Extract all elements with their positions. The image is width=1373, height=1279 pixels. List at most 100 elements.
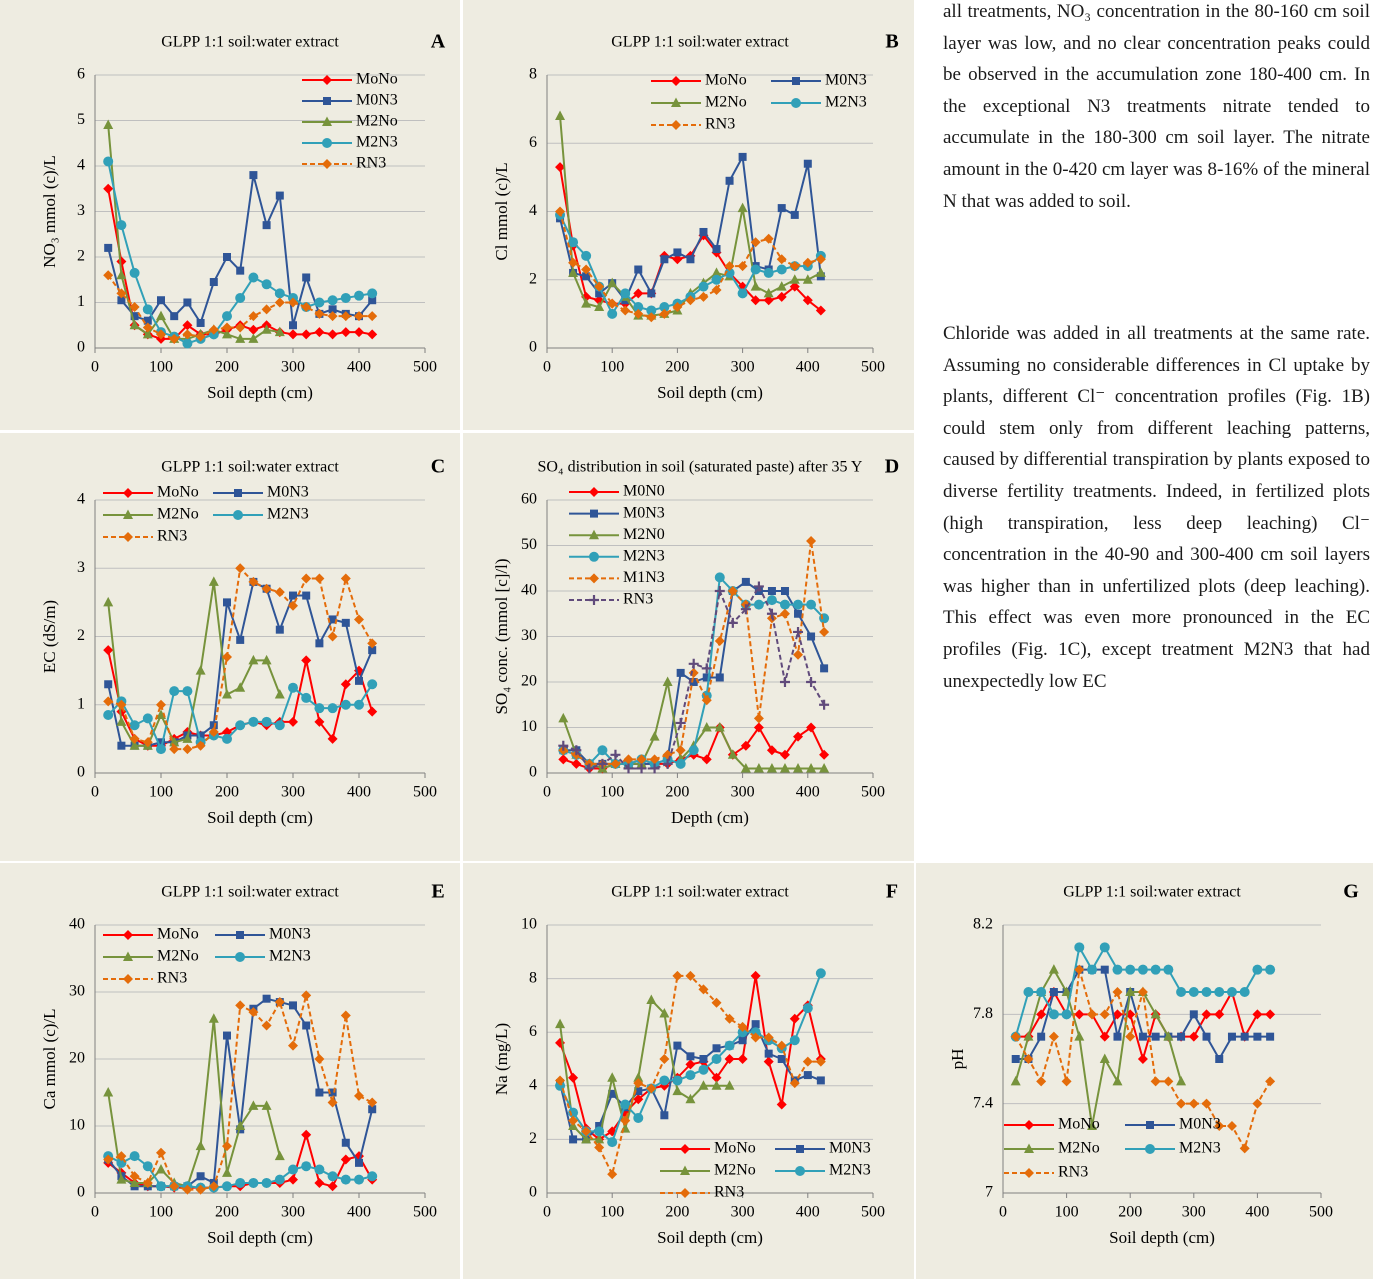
- legend-label: M2N3: [825, 94, 867, 111]
- marker-square: [1151, 1032, 1160, 1041]
- marker-triangle: [1176, 1075, 1187, 1086]
- marker-diamond: [659, 1054, 670, 1064]
- marker-triangle: [750, 281, 761, 291]
- marker-circle: [1112, 964, 1123, 975]
- marker-circle: [806, 599, 817, 610]
- marker-triangle: [711, 267, 722, 277]
- x-tick-label: 0: [543, 1204, 551, 1221]
- marker-square: [777, 1055, 786, 1063]
- panel-label: E: [431, 881, 444, 903]
- marker-plus: [558, 740, 569, 751]
- y-tick-label: 0: [77, 339, 85, 356]
- marker-circle: [1150, 964, 1161, 975]
- marker-diamond: [581, 264, 592, 275]
- marker-diamond: [248, 1007, 259, 1018]
- marker-diamond: [698, 291, 709, 302]
- marker-circle: [235, 952, 245, 962]
- marker-square: [738, 152, 747, 161]
- x-tick-label: 400: [347, 1204, 371, 1221]
- marker-diamond: [680, 1188, 690, 1198]
- marker-diamond: [724, 1013, 735, 1024]
- chart-title: SO₄ distribution in soil (saturated past…: [538, 459, 863, 476]
- marker-square: [104, 243, 113, 252]
- marker-plus: [806, 677, 817, 687]
- marker-diamond: [235, 563, 246, 574]
- marker-square: [764, 1049, 773, 1058]
- marker-diamond: [701, 695, 712, 706]
- marker-square: [341, 618, 350, 627]
- marker-square: [209, 278, 218, 287]
- marker-diamond: [1099, 1031, 1110, 1042]
- marker-diamond: [672, 970, 683, 981]
- marker-diamond: [340, 1154, 351, 1165]
- marker-diamond: [1214, 1121, 1225, 1131]
- marker-triangle: [195, 665, 206, 675]
- marker-circle: [711, 1054, 722, 1064]
- marker-diamond: [314, 1054, 325, 1064]
- marker-diamond: [103, 1154, 114, 1165]
- legend-label: M2No: [157, 506, 199, 523]
- marker-square: [1011, 1055, 1020, 1063]
- marker-diamond: [633, 288, 644, 299]
- marker-square: [1113, 1032, 1122, 1041]
- legend-label: MoNo: [157, 926, 199, 943]
- marker-circle: [581, 250, 592, 261]
- marker-triangle: [819, 762, 830, 773]
- marker-diamond: [314, 327, 325, 338]
- marker-circle: [620, 1099, 631, 1110]
- marker-square: [143, 316, 152, 325]
- marker-diamond: [740, 740, 751, 751]
- marker-diamond: [116, 288, 127, 299]
- marker-diamond: [711, 997, 722, 1008]
- marker-diamond: [235, 1000, 246, 1011]
- marker-diamond: [1201, 1098, 1212, 1109]
- panel-background: [0, 0, 460, 430]
- x-tick-label: 400: [347, 784, 371, 801]
- marker-square: [236, 635, 245, 644]
- marker-triangle: [581, 298, 592, 308]
- x-tick-label: 100: [1055, 1204, 1079, 1221]
- marker-circle: [802, 1003, 813, 1014]
- marker-square: [803, 1071, 812, 1080]
- marker-diamond: [776, 291, 787, 302]
- marker-diamond: [1265, 1009, 1276, 1020]
- marker-diamond: [1024, 1120, 1034, 1130]
- marker-triangle: [103, 1087, 114, 1097]
- marker-diamond: [636, 754, 647, 765]
- y-tick-label: 6: [529, 1023, 537, 1040]
- legend-label: M0N3: [356, 92, 398, 109]
- panel: GLPP 1:1 soil:water extract A 0 1 2 3 4 5 6 0 100 2…: [0, 0, 460, 430]
- marker-circle: [301, 1161, 312, 1172]
- marker-circle: [235, 292, 246, 303]
- marker-square: [117, 296, 126, 305]
- marker-diamond: [314, 573, 325, 584]
- marker-diamond: [555, 1075, 566, 1086]
- marker-diamond: [354, 327, 364, 338]
- marker-triangle: [222, 328, 232, 339]
- marker-triangle: [589, 529, 599, 540]
- marker-diamond: [123, 488, 133, 498]
- marker-circle: [763, 267, 774, 278]
- marker-triangle: [129, 1177, 140, 1187]
- marker-triangle: [1048, 964, 1059, 974]
- y-tick-label: 6: [77, 66, 85, 83]
- marker-diamond: [182, 1184, 193, 1195]
- paragraph: all treatments, NO₃ concentration in the…: [943, 1, 1370, 212]
- marker-square: [660, 1111, 669, 1120]
- x-tick-label: 100: [149, 359, 173, 376]
- marker-square: [634, 265, 643, 274]
- x-tick-label: 200: [215, 359, 239, 376]
- y-tick-label: 0: [529, 1184, 537, 1201]
- marker-circle: [367, 288, 378, 299]
- marker-circle: [274, 720, 285, 731]
- marker-square: [741, 577, 750, 586]
- marker-circle: [142, 713, 153, 724]
- marker-circle: [633, 302, 644, 313]
- y-axis-label: NO₃ mmol (c)/L: [40, 155, 59, 268]
- marker-circle: [103, 709, 114, 720]
- marker-circle: [261, 716, 272, 727]
- marker-triangle: [646, 994, 657, 1005]
- marker-square: [223, 1031, 231, 1040]
- marker-triangle: [685, 1093, 696, 1104]
- marker-diamond: [274, 587, 285, 598]
